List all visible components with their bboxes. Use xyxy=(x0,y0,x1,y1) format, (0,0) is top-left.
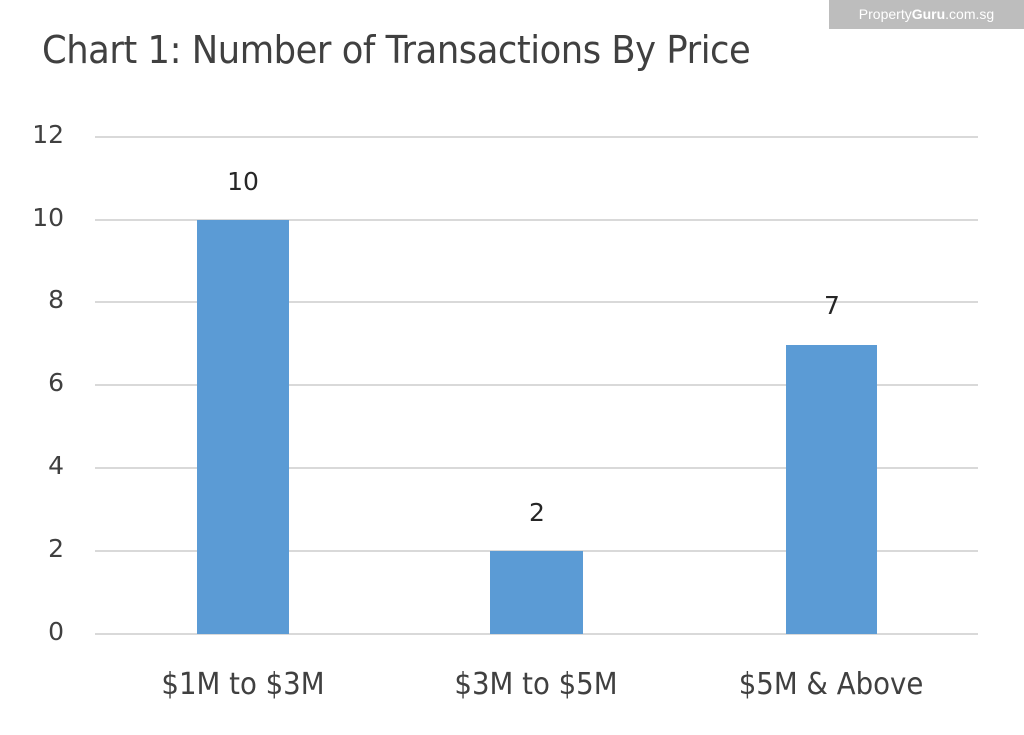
propertyguru-watermark: PropertyGuru.com.sg xyxy=(829,0,1024,29)
watermark-brand: Guru xyxy=(911,6,946,22)
y-tick-label: 4 xyxy=(48,451,64,480)
y-tick-label: 8 xyxy=(48,285,64,314)
gridline-8 xyxy=(95,301,978,303)
gridline-4 xyxy=(95,467,978,469)
y-tick-label: 2 xyxy=(48,534,64,563)
gridline-12 xyxy=(95,136,978,138)
data-label: 10 xyxy=(227,167,259,196)
y-tick-label: 10 xyxy=(32,203,64,232)
y-tick-label: 0 xyxy=(48,617,64,646)
gridline-0 xyxy=(95,633,978,635)
x-category-label: $5M & Above xyxy=(738,667,924,702)
x-category-label: $1M to $3M xyxy=(161,667,325,702)
x-category-label: $3M to $5M xyxy=(454,667,618,702)
gridline-6 xyxy=(95,384,978,386)
y-tick-label: 6 xyxy=(48,368,64,397)
bar-5m-and-above xyxy=(786,345,877,634)
bar-3m-to-5m xyxy=(490,551,583,634)
watermark-suffix: .com.sg xyxy=(945,6,995,22)
watermark-prefix: Property xyxy=(858,6,912,22)
chart-title: Chart 1: Number of Transactions By Price xyxy=(42,28,751,72)
y-tick-label: 12 xyxy=(32,120,64,149)
bar-1m-to-3m xyxy=(197,220,289,634)
data-label: 7 xyxy=(824,291,840,320)
gridline-10 xyxy=(95,219,978,221)
data-label: 2 xyxy=(529,498,545,527)
